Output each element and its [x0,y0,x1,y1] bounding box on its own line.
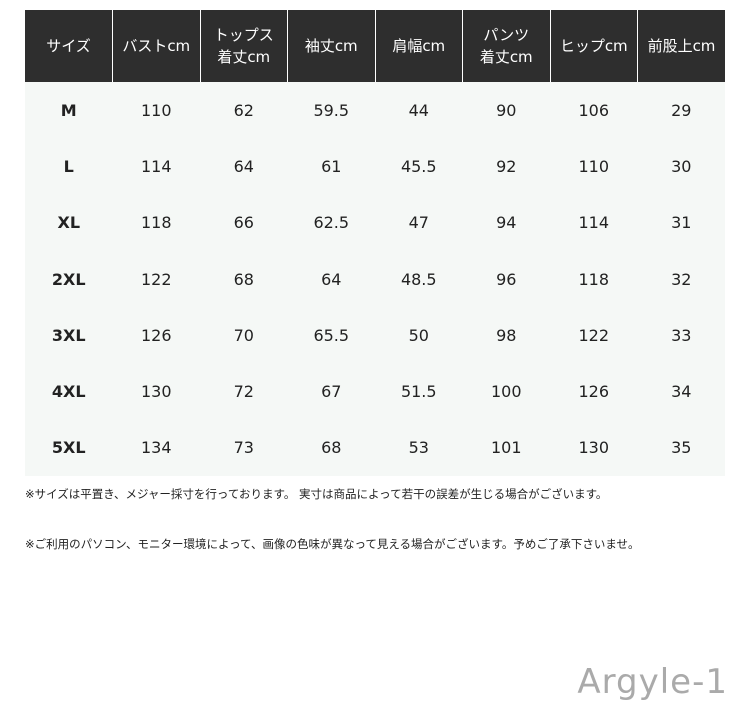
value-cell: 53 [375,419,463,477]
value-cell: 59.5 [287,82,375,139]
table-body: M 110 62 59.5 44 90 106 29 L 114 64 61 45.5 92 110 30 XL… [25,82,725,477]
value-cell: 118 [550,250,638,308]
size-cell: 5XL [25,419,113,477]
value-cell: 114 [550,194,638,251]
value-cell: 68 [287,419,375,477]
note: ※サイズは平置き、メジャー採寸を行っております。 実寸は商品によって若干の誤差が… [25,487,608,501]
size-cell: 4XL [25,363,113,420]
table-row: M 110 62 59.5 44 90 106 29 [25,82,725,139]
header-text: サイズ [46,37,91,55]
value-cell: 122 [112,250,200,308]
value-cell: 110 [112,82,200,139]
value-cell: 51.5 [375,363,463,420]
value-cell: 50 [375,307,463,364]
value-cell: 110 [550,138,638,195]
size-table: サイズ バストcm トップス着丈cm 袖丈cm 肩幅cm パンツ着丈cm ヒップcm 前股上c… [25,10,725,477]
table-row: XL 118 66 62.5 47 94 114 31 [25,194,725,251]
table-row: 5XL 134 73 68 53 101 130 35 [25,419,725,477]
header-cell: パンツ着丈cm [462,10,550,82]
size-cell: 2XL [25,250,113,308]
value-cell: 34 [637,363,725,420]
header-text: 袖丈cm [304,37,358,55]
header-cell: ヒップcm [549,10,638,82]
header-cell: トップス着丈cm [199,10,288,82]
value-cell: 92 [462,138,550,195]
value-cell: 66 [200,194,288,251]
value-cell: 126 [112,307,200,364]
header-text: 肩幅cm [392,37,446,55]
value-cell: 126 [550,363,638,420]
header-cell: バストcm [112,10,200,82]
table-row: 2XL 122 68 64 48.5 96 118 32 [25,250,725,308]
value-cell: 73 [200,419,288,477]
value-cell: 62.5 [287,194,375,251]
value-cell: 44 [375,82,463,139]
header-cell: サイズ [25,10,113,82]
value-cell: 32 [637,250,725,308]
size-cell: XL [25,194,113,251]
header-text: 着丈cm [479,48,533,66]
header-cell: 前股上cm [637,10,725,82]
value-cell: 68 [200,250,288,308]
value-cell: 130 [550,419,638,477]
size-cell: M [25,82,113,139]
value-cell: 62 [200,82,288,139]
value-cell: 98 [462,307,550,364]
value-cell: 90 [462,82,550,139]
header-cell: 袖丈cm [287,10,375,82]
table-row: 4XL 130 72 67 51.5 100 126 34 [25,363,725,420]
header-text: トップス [213,26,274,44]
value-cell: 64 [200,138,288,195]
value-cell: 64 [287,250,375,308]
value-cell: 70 [200,307,288,364]
header-cell: 肩幅cm [374,10,463,82]
size-cell: L [25,138,113,195]
header-row: サイズ バストcm トップス着丈cm 袖丈cm 肩幅cm パンツ着丈cm ヒップcm 前股上c… [25,10,725,82]
value-cell: 31 [637,194,725,251]
value-cell: 30 [637,138,725,195]
value-cell: 61 [287,138,375,195]
size-cell: 3XL [25,307,113,364]
value-cell: 72 [200,363,288,420]
value-cell: 45.5 [375,138,463,195]
value-cell: 100 [462,363,550,420]
value-cell: 65.5 [287,307,375,364]
table-row: L 114 64 61 45.5 92 110 30 [25,138,725,195]
value-cell: 130 [112,363,200,420]
value-cell: 94 [462,194,550,251]
value-cell: 134 [112,419,200,477]
value-cell: 96 [462,250,550,308]
header-text: ヒップcm [559,37,628,55]
table-row: 3XL 126 70 65.5 50 98 122 33 [25,307,725,364]
value-cell: 48.5 [375,250,463,308]
value-cell: 33 [637,307,725,364]
value-cell: 35 [637,419,725,477]
value-cell: 106 [550,82,638,139]
watermark: Argyle-1 [577,662,728,702]
header-text: 着丈cm [217,48,271,66]
header-text: バストcm [122,37,191,55]
header-text: 前股上cm [647,37,716,55]
value-cell: 67 [287,363,375,420]
value-cell: 118 [112,194,200,251]
value-cell: 114 [112,138,200,195]
value-cell: 29 [637,82,725,139]
value-cell: 101 [462,419,550,477]
header-text: パンツ [483,26,530,44]
value-cell: 47 [375,194,463,251]
value-cell: 122 [550,307,638,364]
note: ※ご利用のパソコン、モニター環境によって、画像の色味が異なって見える場合がござい… [25,537,640,551]
